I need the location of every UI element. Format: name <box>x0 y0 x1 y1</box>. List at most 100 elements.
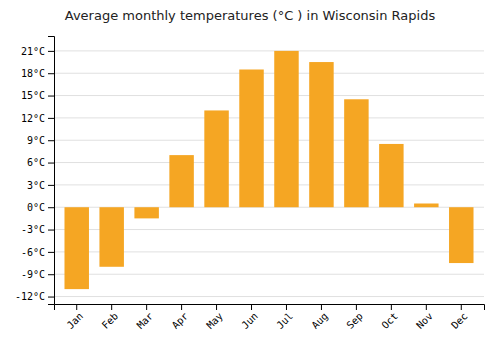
y-tick-label: -12°C <box>15 291 45 302</box>
y-tick-mark <box>48 118 54 119</box>
x-tick-label: Feb <box>100 310 121 331</box>
y-tick-mark <box>48 185 54 186</box>
x-tick: May <box>204 304 225 331</box>
y-tick-label: 18°C <box>21 68 45 79</box>
bar <box>309 62 333 207</box>
bar <box>344 99 368 207</box>
title: Average monthly temperatures (°C ) in Wi… <box>65 8 436 23</box>
y-tick-label: 0°C <box>27 202 45 213</box>
x-tick: Sep <box>344 304 365 331</box>
bar <box>414 204 438 208</box>
y-tick-mark <box>48 140 54 141</box>
grid-line <box>54 73 484 74</box>
grid-line <box>54 117 484 118</box>
x-tick-label: Apr <box>170 310 191 331</box>
y-tick: -9°C <box>21 269 54 280</box>
chart: Average monthly temperatures (°C ) in Wi… <box>0 0 500 350</box>
y-tick: 15°C <box>21 90 54 101</box>
x-tick: Feb <box>100 304 121 331</box>
y-tick: 18°C <box>21 68 54 79</box>
grid-line <box>54 184 484 185</box>
y-tick: 9°C <box>27 135 54 146</box>
y-axis: -12°C -9°C -6°C -3°C 0°C 3°C 6°C 9°C 12°C 15°C 18°… <box>15 37 55 305</box>
bar <box>204 110 228 207</box>
bar <box>134 207 158 218</box>
x-tick: Jul <box>274 304 295 331</box>
bars <box>64 51 473 289</box>
x-tick: Apr <box>170 304 191 331</box>
y-tick-label: -3°C <box>21 224 45 235</box>
x-tick: Oct <box>379 304 400 331</box>
x-tick-mark <box>356 304 357 310</box>
x-axis: Jan Feb Mar Apr May Jun Jul Aug Sep Oct Nov Dec <box>55 304 485 331</box>
x-tick: Jan <box>65 304 86 331</box>
y-tick: 0°C <box>27 202 54 213</box>
x-tick-mark <box>216 304 217 310</box>
y-tick-mark <box>48 252 54 253</box>
bar <box>239 70 263 208</box>
x-tick: Dec <box>449 304 470 331</box>
y-tick-mark <box>48 230 54 231</box>
y-tick-label: 21°C <box>21 46 45 57</box>
y-tick-mark <box>48 297 54 298</box>
grid-line <box>54 162 484 163</box>
y-tick-mark <box>48 51 54 52</box>
y-tick-mark <box>48 163 54 164</box>
y-tick-label: 9°C <box>27 135 45 146</box>
grid-line <box>54 296 484 297</box>
x-tick-mark <box>426 304 427 310</box>
x-tick-mark <box>146 304 147 310</box>
x-tick-label: Jan <box>65 310 86 331</box>
bar <box>449 207 473 263</box>
x-tick-label: May <box>204 310 225 331</box>
x-tick-label: Jun <box>239 310 260 331</box>
x-tick-mark <box>181 304 182 310</box>
x-tick-mark <box>251 304 252 310</box>
grid-line <box>54 274 484 275</box>
grid-line <box>54 95 484 96</box>
y-tick-label: 3°C <box>27 180 45 191</box>
x-tick-label: Oct <box>379 310 400 331</box>
y-tick-label: -9°C <box>21 269 45 280</box>
y-tick: -12°C <box>15 291 54 302</box>
y-tick-label: 15°C <box>21 90 45 101</box>
y-tick: -6°C <box>21 247 54 258</box>
bar <box>64 207 88 289</box>
x-tick-label: Jul <box>274 310 295 331</box>
x-tick: Aug <box>309 304 330 331</box>
x-tick-label: Mar <box>135 310 156 331</box>
x-tick-label: Sep <box>344 310 365 331</box>
x-tick: Mar <box>135 304 156 331</box>
x-tick-mark <box>76 304 77 310</box>
x-tick-label: Nov <box>414 310 435 331</box>
x-tick-mark <box>391 304 392 310</box>
x-axis-line <box>55 305 485 311</box>
y-tick: 6°C <box>27 157 54 168</box>
grid <box>54 51 484 297</box>
grid-line <box>54 140 484 141</box>
x-tick: Jun <box>239 304 260 331</box>
bar <box>379 144 403 207</box>
plot: -12°C -9°C -6°C -3°C 0°C 3°C 6°C 9°C 12°C 15°C 18°… <box>15 37 485 331</box>
y-tick: -3°C <box>21 224 54 235</box>
bar <box>169 155 193 207</box>
y-tick-label: 6°C <box>27 157 45 168</box>
y-tick-mark <box>48 73 54 74</box>
bar <box>274 51 298 207</box>
y-tick: 12°C <box>21 113 54 124</box>
x-tick-mark <box>461 304 462 310</box>
y-tick-mark <box>48 207 54 208</box>
y-tick-label: 12°C <box>21 113 45 124</box>
grid-line <box>54 50 484 51</box>
bar <box>99 207 123 267</box>
x-tick-mark <box>321 304 322 310</box>
y-axis-line <box>48 37 55 305</box>
y-tick: 3°C <box>27 180 54 191</box>
y-tick-mark <box>48 96 54 97</box>
x-tick: Nov <box>414 304 435 331</box>
x-tick-label: Aug <box>309 310 330 331</box>
x-tick-mark <box>286 304 287 310</box>
y-tick-label: -6°C <box>21 247 45 258</box>
x-tick-label: Dec <box>449 310 470 331</box>
y-tick-mark <box>48 274 54 275</box>
